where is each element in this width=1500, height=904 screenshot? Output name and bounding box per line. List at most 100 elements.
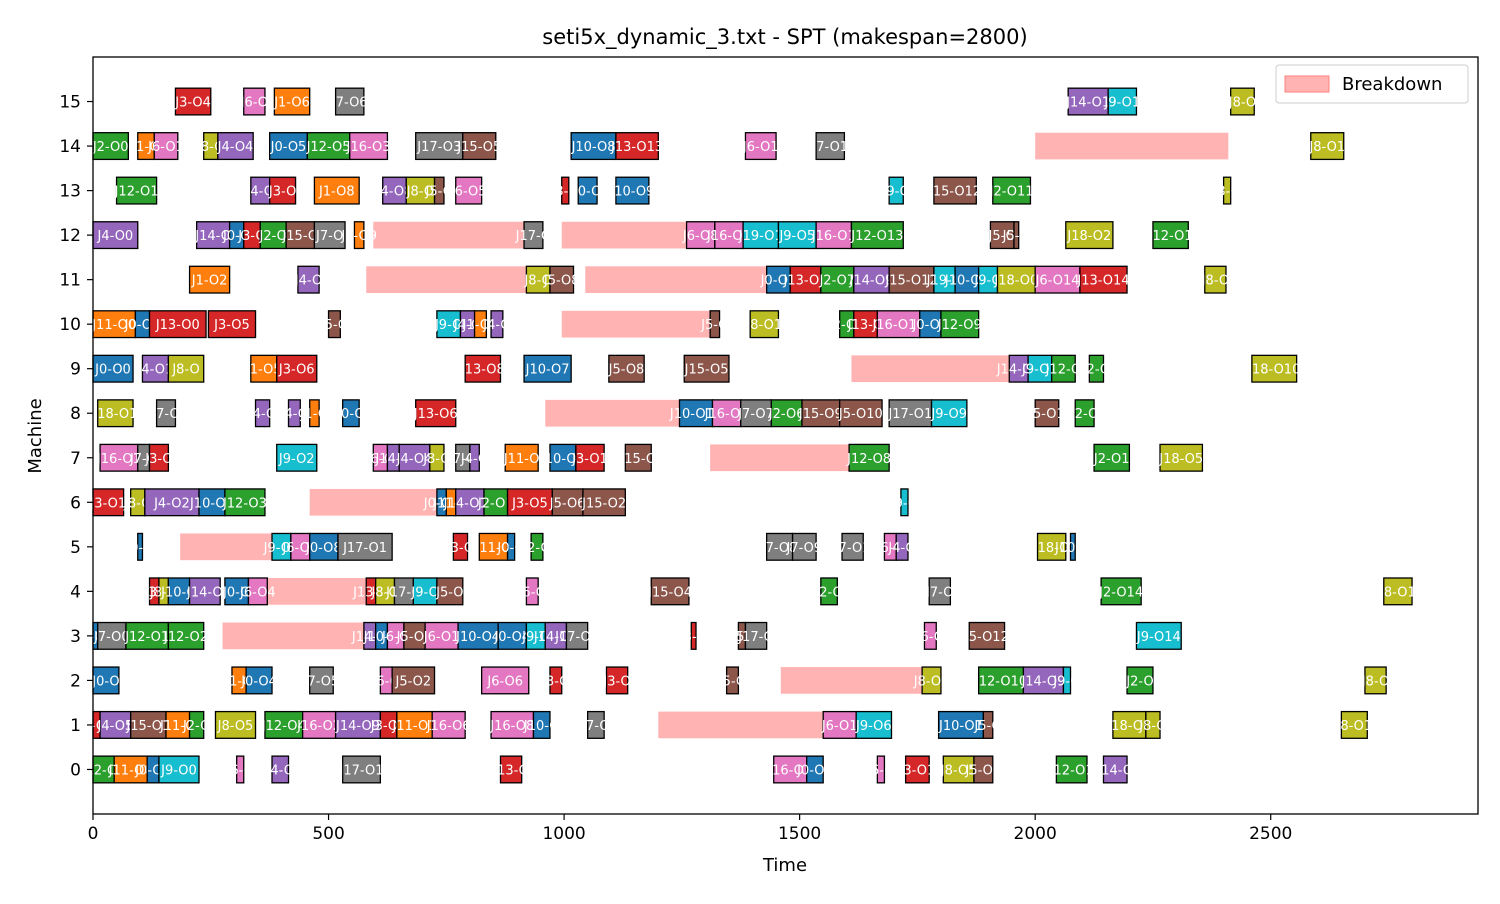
operation-label: J11-O (503, 452, 540, 467)
operation-bar-group: J8-O1 (1379, 577, 1416, 606)
operation-bar (740, 399, 773, 428)
operation-bar (391, 666, 436, 695)
operation-bar (287, 399, 301, 428)
operation-label: J11-O (475, 541, 512, 556)
operation-bar-group: J4-O (482, 310, 511, 339)
operation-bar (1251, 354, 1298, 383)
operation-bar-group: J6-O1 (742, 132, 779, 161)
operation-label: J14-O1 (1065, 96, 1110, 111)
operation-bar-group: J17-O1 (337, 532, 393, 561)
operation-bar-group: J8-O1 (1308, 132, 1345, 161)
operation-bar-group: J0-O (336, 399, 365, 428)
operation-bar-group: J3-O (237, 221, 266, 250)
operation-bar-group: J9-O1 (1021, 354, 1058, 383)
operation-bar-group: J5-O1 (965, 755, 1001, 784)
operation-label: J0-O (222, 585, 250, 600)
operation-label: J14-O (1096, 763, 1133, 778)
operation-bar-group: J0-O0 (92, 354, 134, 383)
operation-bar-group: J12-O2 (163, 621, 208, 650)
operation-bar-group: J4-O0 (92, 221, 139, 250)
operation-bar (1383, 577, 1413, 606)
operation-bar-group: J3-O5 (207, 310, 257, 339)
operation-bar (1013, 221, 1020, 250)
operation-label: J5-O (425, 185, 453, 200)
operation-bar (455, 488, 485, 517)
operation-bar (815, 132, 846, 161)
operation-bar (342, 755, 382, 784)
operation-bar-group: J0-O8 (305, 532, 342, 561)
operation-bar-group: J1-O2 (462, 310, 498, 339)
operation-label: J6-O5 (450, 185, 487, 200)
operation-bar (749, 310, 780, 339)
operation-label: J6-O1 (821, 719, 858, 734)
operation-label: J6-O (518, 585, 546, 600)
operation-label: J2-O6 (768, 407, 805, 422)
operation-bar-group: J13-O5 (783, 265, 827, 294)
operation-bar (683, 354, 730, 383)
operation-bar-group: J18-O1 (92, 399, 137, 428)
operation-label: J0-O (91, 674, 119, 689)
operation-bar-group: J8-O5 (940, 755, 977, 784)
operation-bar (188, 265, 231, 294)
operation-label: J5-O1 (1028, 407, 1065, 422)
operation-label: J8-O (523, 274, 551, 289)
operation-label: J12-O1 (114, 185, 159, 200)
breakdown-bar (366, 266, 527, 294)
operation-bar (247, 577, 268, 606)
operation-label: J14-O9 (335, 719, 380, 734)
operation-label: J0-O0 (94, 363, 131, 378)
operation-label: J2-O1 (477, 496, 514, 511)
operation-bar (940, 310, 980, 339)
operation-label: J15-O4 (647, 585, 692, 600)
operation-bar-group: J9-O (410, 577, 439, 606)
operation-bar (429, 443, 445, 472)
operation-bar-group: J2-O (258, 221, 287, 250)
operation-bar (1204, 265, 1227, 294)
operation-bar (1340, 710, 1368, 739)
operation-label: J6-O (240, 96, 268, 111)
operation-bar (561, 176, 570, 205)
operation-label: J2-O (814, 585, 842, 600)
operation-label: J2-O14 (1098, 585, 1143, 600)
operation-bar-group: J6-O1 (147, 132, 184, 161)
operation-label: J7-O5 (303, 674, 340, 689)
operation-bar (224, 488, 266, 517)
operation-label: J15-O12 (928, 185, 981, 200)
y-tick-label: 3 (70, 627, 81, 647)
operation-label: J8-O (422, 452, 450, 467)
operation-bar (605, 666, 629, 695)
operation-label: J6-O (381, 630, 409, 645)
operation-label: J12-O1 (1148, 229, 1193, 244)
breakdown-bar (1035, 132, 1229, 160)
operation-bar-group: J0-O1 (760, 265, 796, 294)
operation-bar (815, 221, 853, 250)
operation-label: J12-O13 (850, 229, 903, 244)
operation-label: J8-O5 (940, 763, 977, 778)
operation-bar (582, 488, 626, 517)
operation-bar (243, 87, 266, 116)
operation-bar (685, 221, 716, 250)
operation-bar (525, 577, 539, 606)
operation-label: J8-O (1228, 96, 1256, 111)
operation-label: J12-O1 (1049, 763, 1094, 778)
operation-bar-group: J7-O6 (331, 87, 368, 116)
operation-bar-group: J9-O5 (777, 221, 817, 250)
operation-bar-group: J17-O1 (339, 755, 383, 784)
operation-label: J0-O (496, 541, 524, 556)
operation-bar-group: J0-O1 (796, 755, 833, 784)
operation-bar-group: J5-O6 (549, 488, 585, 517)
operation-bar-group: J4-O (460, 443, 488, 472)
operation-bar (92, 354, 134, 383)
operation-bar-group: J13-O0 (148, 310, 207, 339)
operation-bar-group: J6-O (518, 577, 546, 606)
operation-bar (506, 488, 553, 517)
operation-bar (977, 666, 1025, 695)
operation-label: J15-O (281, 229, 318, 244)
operation-bar-group: J15-O5 (456, 132, 501, 161)
operation-label: J9-O5 (778, 229, 815, 244)
operation-label: J8-O (370, 585, 398, 600)
operation-bar (820, 577, 838, 606)
operation-bar-group: J7-O (581, 710, 610, 739)
operation-label: J3-O4 (174, 96, 211, 111)
operation-bar (968, 621, 1006, 650)
